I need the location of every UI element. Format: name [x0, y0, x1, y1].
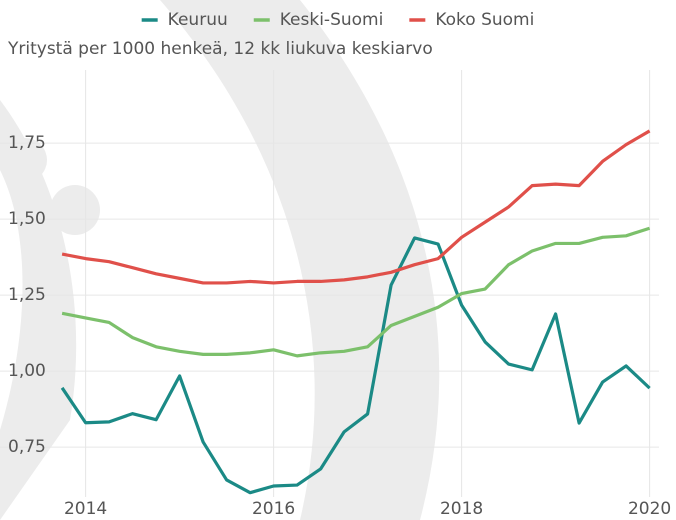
legend-label: Koko Suomi	[435, 10, 534, 30]
y-tick-label: 1,25	[8, 285, 46, 305]
y-tick-label: 1,75	[8, 133, 46, 153]
watermark	[0, 0, 439, 520]
x-tick-label: 2014	[64, 499, 107, 519]
page: Keuruu Keski-Suomi Koko Suomi Yritystä per…	[0, 0, 676, 520]
x-tick-label: 2016	[252, 499, 295, 519]
chart-subtitle: Yritystä per 1000 henkeä, 12 kk liukuva …	[7, 39, 433, 59]
y-tick-label: 1,00	[8, 361, 46, 381]
legend: Keuruu Keski-Suomi Koko Suomi	[142, 10, 535, 30]
y-tick-label: 0,75	[8, 437, 46, 457]
y-tick-label: 1,50	[8, 209, 46, 229]
x-tick-label: 2018	[440, 499, 483, 519]
chart: Keuruu Keski-Suomi Koko Suomi Yritystä per…	[0, 0, 676, 520]
legend-label: Keski-Suomi	[280, 10, 384, 30]
x-tick-label: 2020	[628, 499, 671, 519]
legend-label: Keuruu	[168, 10, 228, 30]
